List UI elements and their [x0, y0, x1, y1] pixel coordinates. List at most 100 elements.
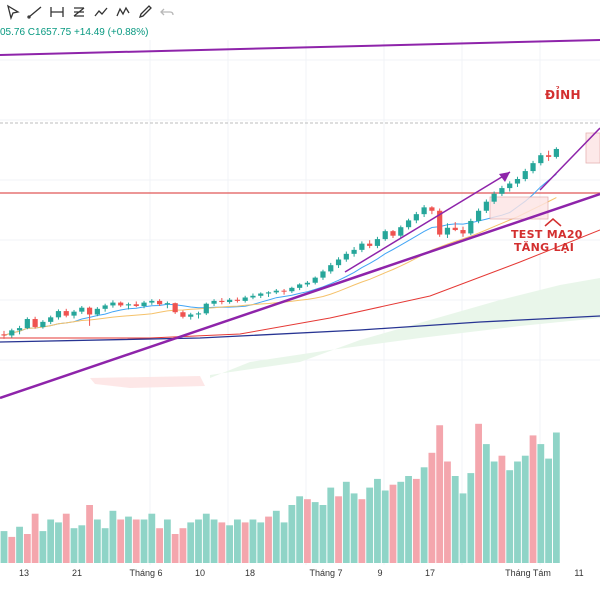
candle-body	[289, 287, 295, 292]
candle-body	[390, 231, 396, 236]
ma-long-line	[0, 229, 600, 339]
candle-body	[273, 290, 279, 293]
volume-bar	[475, 423, 482, 563]
volume-bar	[506, 470, 514, 563]
brush-icon[interactable]	[92, 3, 110, 21]
candle-body	[242, 297, 248, 301]
volume-bars	[0, 423, 560, 563]
volume-bar	[389, 484, 397, 563]
candle-body	[437, 210, 443, 235]
volume-bar	[272, 510, 280, 563]
volume-bar	[47, 519, 55, 563]
volume-bar	[249, 519, 257, 563]
candle-body	[499, 188, 505, 194]
ohlc-legend: 05.76 C1657.75 +14.49 (+0.88%)	[0, 27, 149, 38]
volume-bar	[117, 519, 125, 563]
x-tick-label: Tháng 6	[129, 568, 163, 578]
volume-bar	[545, 458, 552, 563]
candle-body	[413, 214, 419, 221]
fib-retracement-icon[interactable]	[70, 3, 88, 21]
candle-body	[219, 300, 225, 303]
pattern-icon[interactable]	[114, 3, 132, 21]
candle-body	[48, 317, 54, 322]
candle-body	[258, 293, 264, 296]
candle-body	[343, 253, 349, 260]
ma200-line	[0, 315, 600, 343]
ma-short-line	[3, 173, 557, 336]
volume-bar	[78, 525, 86, 563]
arrow-head	[499, 172, 510, 182]
volume-bar	[405, 476, 412, 563]
x-tick-label: 18	[244, 568, 256, 578]
pencil-icon[interactable]	[136, 3, 154, 21]
test-zone-box	[489, 196, 549, 220]
candle-body	[530, 163, 536, 172]
x-tick-label: 9	[377, 568, 383, 578]
volume-bar	[420, 467, 428, 563]
volume-bar	[55, 522, 62, 563]
trendline-icon[interactable]	[26, 3, 44, 21]
candle-body	[32, 319, 38, 327]
volume-bar	[304, 499, 311, 563]
x-tick-label: Tháng 7	[309, 568, 343, 578]
candle-body	[429, 207, 435, 211]
volume-bar	[482, 444, 490, 563]
cursor-icon[interactable]	[4, 3, 22, 21]
x-tick-label: 21	[71, 568, 83, 578]
volume-bar	[163, 519, 171, 563]
volume-bar	[132, 519, 140, 563]
candle-body	[133, 304, 139, 306]
candle-body	[382, 231, 388, 240]
candle-body	[367, 243, 373, 246]
volume-bar	[490, 461, 498, 563]
candle-body	[444, 227, 451, 235]
candle-body	[55, 311, 62, 318]
volume-bar	[86, 505, 93, 563]
candle-body	[125, 304, 132, 306]
drawing-toolbar	[0, 0, 600, 24]
volume-bar	[498, 455, 506, 563]
candle-body	[320, 271, 326, 278]
undo-icon[interactable]	[158, 3, 176, 21]
volume-bar	[140, 519, 148, 563]
candle-body	[281, 290, 287, 292]
volume-bar	[444, 461, 451, 563]
x-tick-label: 11	[574, 568, 584, 578]
candles	[1, 147, 559, 339]
candle-body	[86, 307, 93, 315]
volume-bar	[109, 510, 117, 563]
volume-bar	[265, 516, 272, 563]
candle-body	[507, 183, 513, 189]
volume-bar	[342, 481, 350, 563]
volume-bar	[101, 528, 109, 563]
volume-bar	[366, 487, 374, 563]
volume-bar	[381, 490, 389, 563]
volume-bar	[428, 452, 436, 563]
volume-bar	[31, 513, 39, 563]
test-ma20-label: TEST MA20	[511, 228, 583, 241]
volume-bar	[412, 478, 420, 563]
candle-body	[203, 303, 209, 314]
volume-bar	[187, 522, 195, 563]
cloud-bullish	[210, 278, 600, 378]
volume-bar	[8, 536, 16, 563]
candle-body	[297, 284, 303, 288]
volume-bar	[234, 519, 241, 563]
volume-bar	[451, 476, 459, 563]
candle-body	[211, 300, 217, 304]
candle-body	[265, 292, 272, 294]
candle-body	[180, 312, 186, 317]
volume-bar	[311, 502, 319, 563]
volume-bar	[16, 526, 23, 563]
candle-body	[16, 328, 23, 331]
volume-bar	[319, 505, 327, 563]
horizontal-line-icon[interactable]	[48, 3, 66, 21]
candle-body	[328, 265, 334, 272]
candle-body	[522, 171, 528, 180]
volume-bar	[202, 513, 210, 563]
candle-body	[40, 321, 46, 327]
candle-body	[460, 230, 466, 234]
volume-bar	[156, 528, 163, 563]
candle-body	[79, 307, 85, 312]
